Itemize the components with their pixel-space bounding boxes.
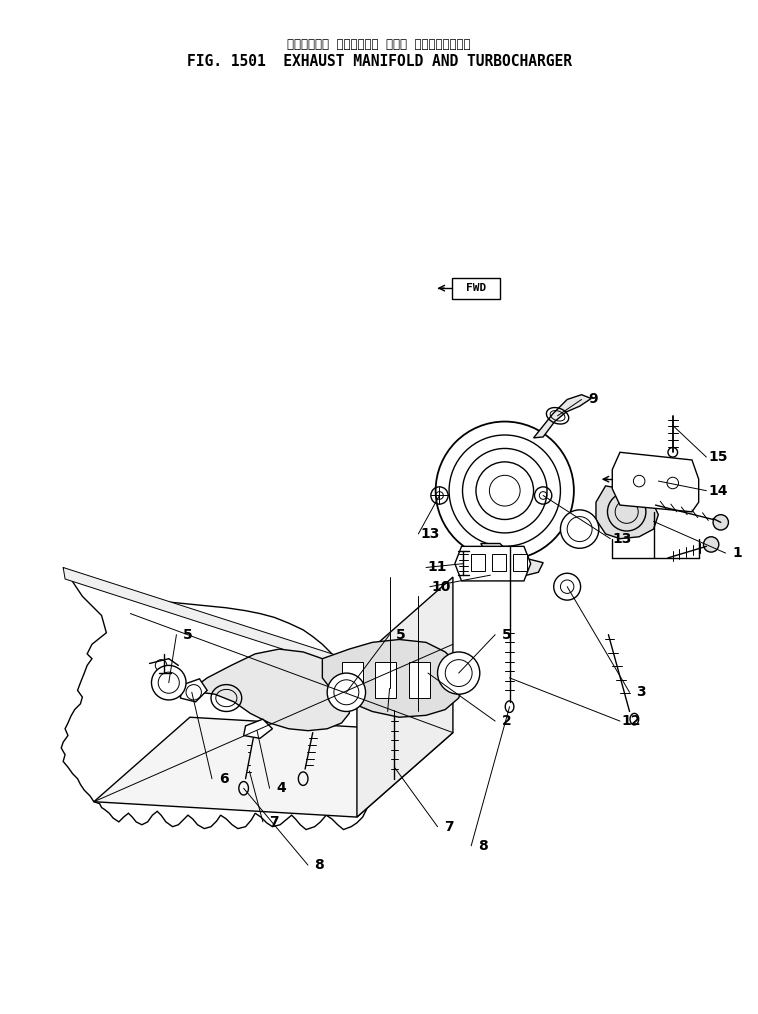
- Text: 8: 8: [478, 839, 487, 853]
- Polygon shape: [322, 640, 465, 717]
- Text: 5: 5: [502, 628, 512, 642]
- Polygon shape: [513, 554, 527, 571]
- Text: 11: 11: [428, 561, 447, 575]
- Text: 13: 13: [420, 527, 440, 540]
- Polygon shape: [452, 278, 500, 299]
- Text: 10: 10: [432, 580, 451, 593]
- Polygon shape: [357, 577, 453, 817]
- Text: 8: 8: [315, 858, 324, 872]
- Polygon shape: [455, 547, 531, 581]
- Polygon shape: [471, 554, 484, 571]
- Polygon shape: [596, 486, 659, 538]
- Text: 4: 4: [276, 781, 286, 795]
- Polygon shape: [612, 452, 699, 512]
- Text: 2: 2: [502, 714, 512, 728]
- Text: 13: 13: [612, 531, 631, 546]
- Text: 7: 7: [270, 815, 279, 828]
- Polygon shape: [409, 661, 430, 698]
- Polygon shape: [375, 661, 396, 698]
- Text: 3: 3: [636, 685, 646, 700]
- Circle shape: [713, 515, 728, 530]
- Text: 5: 5: [183, 628, 193, 642]
- Polygon shape: [534, 394, 591, 438]
- Circle shape: [437, 652, 480, 695]
- Polygon shape: [342, 661, 362, 698]
- Polygon shape: [61, 568, 374, 829]
- Circle shape: [152, 665, 186, 700]
- Text: 5: 5: [396, 628, 406, 642]
- Polygon shape: [481, 544, 543, 577]
- Text: エキゾースト  マニホールド  および  ターボチャージャ: エキゾースト マニホールド および ターボチャージャ: [287, 38, 471, 51]
- Polygon shape: [492, 554, 506, 571]
- Text: FIG. 1501  EXHAUST MANIFOLD AND TURBOCHARGER: FIG. 1501 EXHAUST MANIFOLD AND TURBOCHAR…: [186, 54, 572, 69]
- Polygon shape: [180, 678, 207, 702]
- Text: 9: 9: [588, 392, 598, 407]
- Text: 7: 7: [444, 819, 454, 834]
- Text: 6: 6: [218, 772, 228, 786]
- Text: FWD: FWD: [466, 283, 486, 293]
- Polygon shape: [94, 717, 453, 817]
- Circle shape: [327, 673, 365, 712]
- Circle shape: [436, 422, 574, 560]
- Text: 14: 14: [708, 484, 728, 498]
- Text: 15: 15: [708, 450, 728, 464]
- Polygon shape: [63, 568, 357, 673]
- Text: 12: 12: [622, 714, 641, 728]
- Circle shape: [560, 510, 599, 549]
- Polygon shape: [188, 649, 351, 731]
- Polygon shape: [243, 719, 272, 738]
- Text: 1: 1: [732, 547, 742, 560]
- Circle shape: [703, 536, 719, 552]
